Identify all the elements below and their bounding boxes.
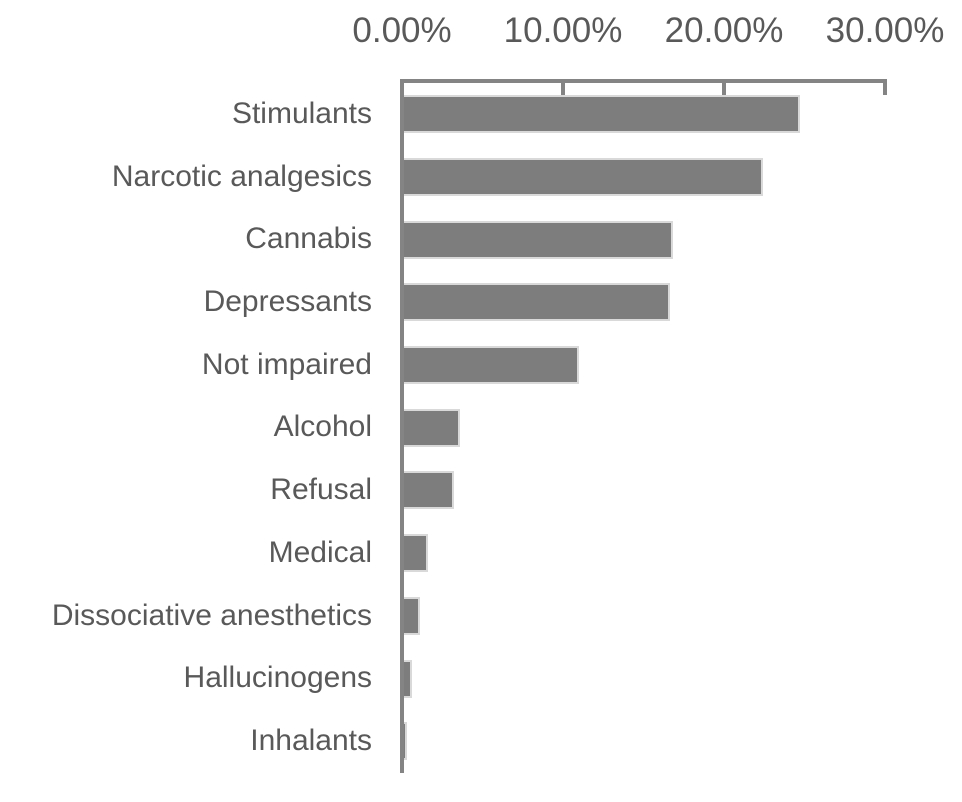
bar-row [404, 585, 885, 648]
category-label: Dissociative anesthetics [51, 598, 372, 632]
x-tick-label: 10.00% [503, 11, 623, 50]
y-axis-line [400, 79, 404, 773]
bar [404, 471, 454, 510]
bar-row [404, 146, 885, 209]
bar [404, 596, 421, 635]
x-tick-label: 20.00% [664, 11, 784, 50]
category-label: Hallucinogens [183, 661, 372, 695]
category-label: Medical [268, 535, 372, 569]
bar-row [404, 334, 885, 397]
x-axis-tick-labels: 0.00% 10.00% 20.00% 30.00% [0, 0, 962, 60]
bar [404, 534, 429, 573]
bar-row [404, 271, 885, 334]
category-labels: Stimulants Narcotic analgesics Cannabis Dep… [0, 83, 402, 773]
bar [404, 408, 461, 447]
bar-row [404, 208, 885, 271]
category-label: Cannabis [245, 222, 372, 256]
bar-row [404, 83, 885, 146]
category-label: Not impaired [201, 347, 372, 381]
bar [404, 220, 674, 259]
bar [404, 659, 413, 698]
bar-row [404, 459, 885, 522]
bar [404, 283, 671, 322]
x-tick-label: 30.00% [825, 11, 945, 50]
category-label: Stimulants [231, 97, 372, 130]
bar [404, 95, 801, 134]
bar [404, 722, 408, 761]
plot-area [404, 83, 885, 773]
bar-row [404, 647, 885, 710]
bar-row [404, 522, 885, 585]
x-tick-label: 0.00% [352, 11, 452, 50]
category-label: Inhalants [250, 723, 372, 757]
bar [404, 158, 764, 197]
bar [404, 346, 579, 385]
category-label: Narcotic analgesics [111, 159, 372, 193]
category-label: Alcohol [273, 410, 372, 444]
x-axis-line [400, 79, 887, 83]
category-label: Refusal [270, 473, 372, 507]
category-label: Depressants [203, 285, 372, 319]
bar-row [404, 396, 885, 459]
bar-row [404, 710, 885, 773]
